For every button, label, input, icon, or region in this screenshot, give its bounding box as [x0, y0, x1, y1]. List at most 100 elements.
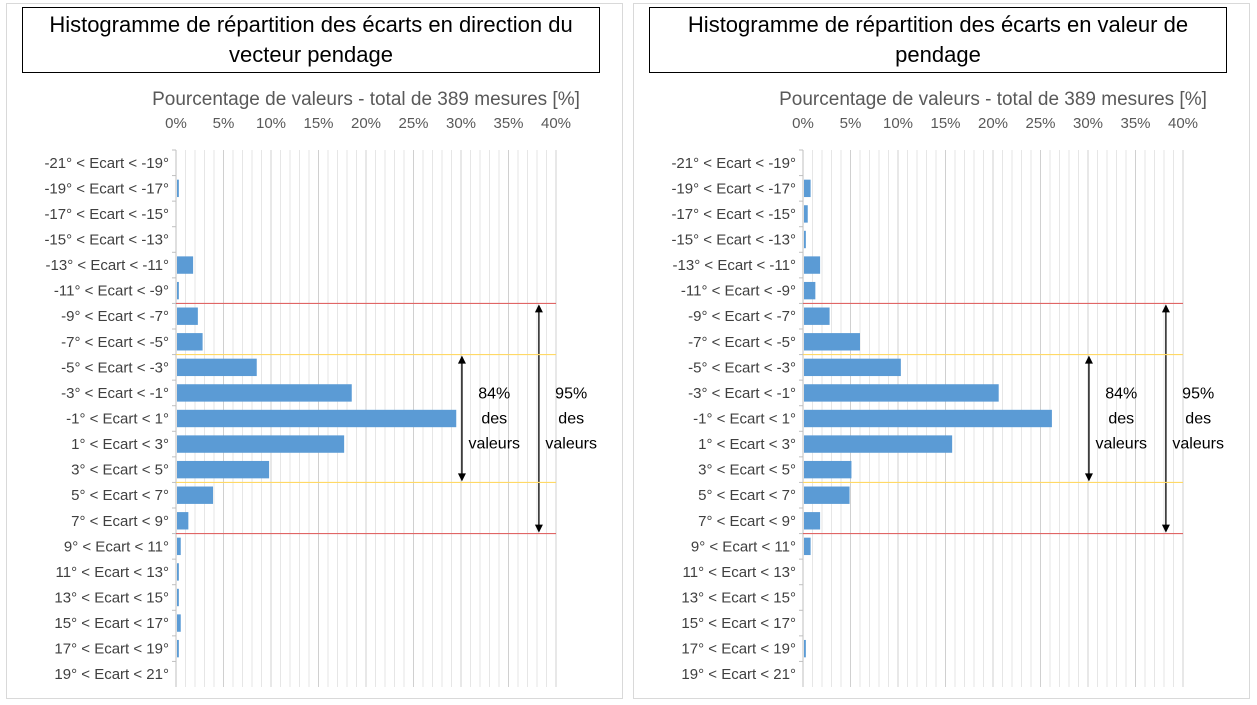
band-label: des [1108, 411, 1134, 428]
arrow-head-up [1084, 355, 1093, 364]
bar [177, 281, 179, 300]
bar [804, 512, 821, 530]
bar [804, 205, 808, 223]
bar [177, 179, 179, 198]
category-label: -19° < Ecart < -17° [44, 180, 169, 197]
category-label: -11° < Ecart < -9° [54, 283, 169, 300]
category-label: 1° < Ecart < 3° [698, 436, 796, 453]
band-label: des [558, 411, 584, 428]
bar [177, 333, 203, 351]
bar [804, 435, 953, 453]
arrow-head-down [1084, 473, 1093, 482]
right-histogram-chart: Pourcentage de valeurs - total de 389 me… [671, 89, 1224, 687]
category-label: 7° < Ecart < 9° [698, 513, 796, 530]
bar [804, 460, 852, 479]
band-label: des [481, 411, 507, 428]
right-histogram-panel: Histogramme de répartition des écarts en… [633, 3, 1250, 699]
bar [804, 384, 999, 402]
left-histogram-panel: Histogramme de répartition des écarts en… [6, 3, 623, 699]
x-tick-label: 35% [493, 115, 523, 132]
bar [804, 409, 1052, 428]
category-label: 3° < Ecart < 5° [698, 462, 796, 479]
band-label: 84% [478, 386, 510, 403]
category-label: -1° < Ecart < 1° [693, 411, 796, 428]
bar [804, 307, 830, 325]
left-histogram-chart: Pourcentage de valeurs - total de 389 me… [44, 89, 597, 687]
bar [177, 486, 214, 504]
category-label: -11° < Ecart < -9° [681, 283, 796, 300]
bar [177, 639, 179, 658]
arrow-head-up [534, 304, 543, 313]
x-tick-label: 40% [1168, 115, 1198, 132]
x-tick-label: 15% [303, 115, 333, 132]
bar [804, 179, 811, 198]
category-label: -17° < Ecart < -15° [671, 206, 796, 223]
category-label: -19° < Ecart < -17° [671, 180, 796, 197]
category-label: 5° < Ecart < 7° [71, 487, 169, 504]
band-label: 84% [1105, 386, 1137, 403]
bar [177, 512, 189, 530]
bar [177, 588, 179, 607]
bar [177, 358, 257, 377]
x-tick-label: 0% [165, 115, 187, 132]
bar [177, 256, 194, 274]
bar [177, 409, 457, 428]
band-label: valeurs [545, 436, 597, 453]
x-tick-label: 25% [398, 115, 428, 132]
bar [177, 307, 198, 325]
category-label: 3° < Ecart < 5° [71, 462, 169, 479]
x-tick-label: 35% [1120, 115, 1150, 132]
category-label: 1° < Ecart < 3° [71, 436, 169, 453]
bar [177, 614, 181, 632]
band-label: 95% [555, 386, 587, 403]
category-label: -15° < Ecart < -13° [671, 232, 796, 249]
band-label: valeurs [1172, 436, 1224, 453]
category-label: 11° < Ecart < 13° [56, 564, 169, 581]
category-label: 9° < Ecart < 11° [691, 538, 796, 555]
bar [177, 460, 270, 479]
category-label: 15° < Ecart < 17° [54, 615, 169, 632]
category-label: -21° < Ecart < -19° [671, 155, 796, 172]
band-label: valeurs [468, 436, 520, 453]
x-tick-label: 15% [930, 115, 960, 132]
x-tick-label: 30% [1073, 115, 1103, 132]
category-label: 19° < Ecart < 21° [681, 666, 796, 683]
arrow-head-up [1161, 304, 1170, 313]
category-label: -13° < Ecart < -11° [673, 257, 796, 274]
category-label: -7° < Ecart < -5° [61, 334, 169, 351]
category-label: 15° < Ecart < 17° [681, 615, 796, 632]
x-axis-title: Pourcentage de valeurs - total de 389 me… [152, 89, 580, 110]
category-label: 11° < Ecart < 13° [683, 564, 796, 581]
arrow-head-down [534, 524, 543, 533]
category-label: -7° < Ecart < -5° [688, 334, 796, 351]
category-label: -13° < Ecart < -11° [46, 257, 169, 274]
bar [804, 639, 806, 658]
bar [804, 537, 811, 556]
x-tick-label: 20% [351, 115, 381, 132]
category-label: -5° < Ecart < -3° [61, 359, 169, 376]
bar [804, 256, 821, 274]
x-tick-label: 5% [213, 115, 235, 132]
x-tick-label: 25% [1025, 115, 1055, 132]
band-label: des [1185, 411, 1211, 428]
category-label: 13° < Ecart < 15° [54, 590, 169, 607]
category-label: -9° < Ecart < -7° [61, 308, 169, 325]
category-label: -3° < Ecart < -1° [61, 385, 169, 402]
bar [804, 333, 860, 351]
bar [177, 537, 181, 556]
x-tick-label: 0% [792, 115, 814, 132]
bar [177, 563, 179, 581]
category-label: -9° < Ecart < -7° [688, 308, 796, 325]
x-axis-title: Pourcentage de valeurs - total de 389 me… [779, 89, 1207, 110]
bar [804, 281, 816, 300]
category-label: -15° < Ecart < -13° [44, 232, 169, 249]
category-label: 5° < Ecart < 7° [698, 487, 796, 504]
arrow-head-up [457, 355, 466, 364]
category-label: 17° < Ecart < 19° [54, 641, 169, 658]
category-label: -17° < Ecart < -15° [44, 206, 169, 223]
chart-title: Histogramme de répartition des écarts en… [22, 7, 600, 73]
category-label: -3° < Ecart < -1° [688, 385, 796, 402]
bar [804, 486, 850, 504]
category-label: 13° < Ecart < 15° [681, 590, 796, 607]
category-label: 9° < Ecart < 11° [64, 538, 169, 555]
